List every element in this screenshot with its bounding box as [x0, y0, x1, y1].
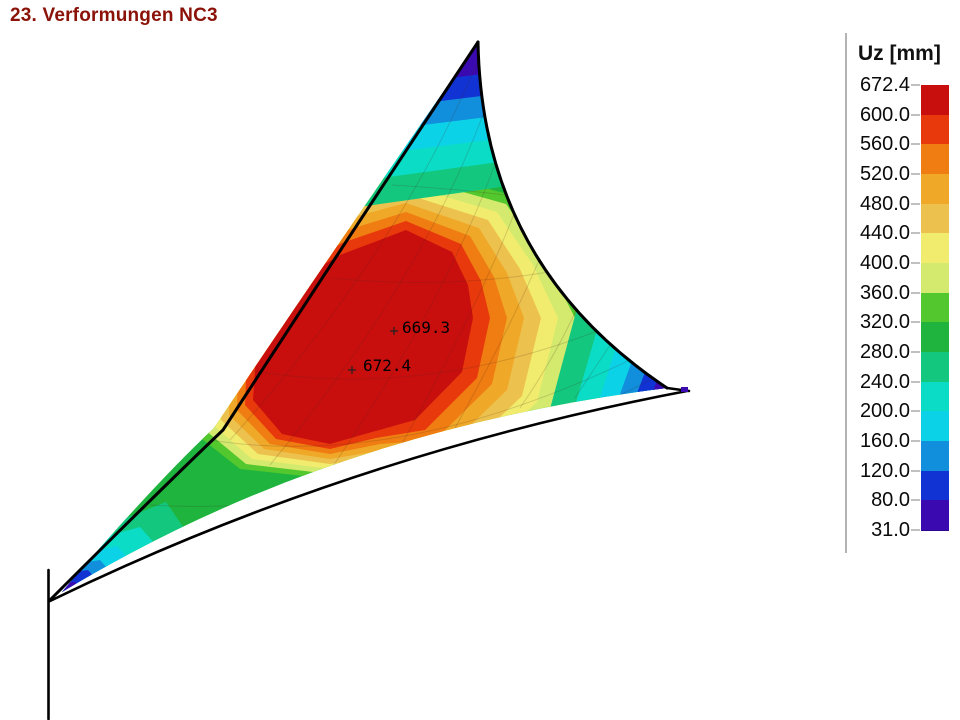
legend-tick [911, 262, 920, 265]
legend-tick [911, 380, 920, 383]
legend-color-swatch [921, 322, 949, 354]
legend-value-label: 520.0 [859, 163, 910, 185]
legend-tick [911, 84, 920, 86]
legend-value-label: 440.0 [859, 222, 910, 245]
legend-tick [911, 113, 920, 116]
legend-value-label: 480.0 [859, 192, 910, 215]
max-point-markers [348, 327, 398, 374]
legend-color-swatch [921, 233, 949, 264]
legend-color-swatch [921, 292, 949, 324]
right-corner-support-mark [681, 387, 688, 392]
legend-tick [911, 440, 920, 443]
legend-color-swatch [921, 114, 949, 146]
legend-value-label: 560.0 [859, 133, 910, 156]
legend-tick [911, 291, 920, 294]
legend-tick [911, 143, 920, 146]
sail-edge-bottom-cable [48, 389, 689, 603]
legend-tick [911, 529, 920, 532]
legend-value-label: 240.0 [859, 370, 910, 393]
legend-color-swatch [921, 85, 949, 116]
legend-tick [911, 351, 920, 354]
legend-color-swatch [921, 411, 949, 443]
sail-edge-left-cable [48, 40, 480, 602]
max-value-label-2: 672.4 [363, 356, 411, 375]
legend-tick [911, 499, 920, 502]
legend-value-label: 80.0 [871, 489, 910, 512]
legend-color-swatch [921, 381, 949, 413]
legend-color-swatch [921, 263, 949, 294]
legend-tick [911, 321, 920, 324]
legend-tick [911, 232, 920, 235]
page-title: 23. Verformungen NC3 [10, 5, 218, 26]
sail-edge-right-cable [476, 40, 669, 390]
legend-color-swatch [921, 352, 949, 383]
legend-title: Uz [mm] [858, 42, 941, 65]
legend-value-label: 320.0 [859, 311, 910, 334]
legend-color-swatch [921, 441, 949, 472]
legend-color-swatch [921, 203, 949, 235]
legend-tick [911, 202, 920, 205]
legend-value-label: 120.0 [859, 459, 910, 482]
legend-value-label: 672.4 [859, 74, 910, 96]
legend-color-swatch [921, 144, 949, 175]
legend-value-label: 160.0 [859, 430, 910, 453]
legend-color-swatch [921, 470, 949, 502]
legend-divider-line [845, 33, 847, 553]
bl-corner-stripe-turquoise [62, 527, 180, 592]
max-value-label-1: 669.3 [402, 318, 450, 337]
legend-tick [911, 469, 920, 472]
legend-value-label: 200.0 [859, 400, 910, 423]
legend-tick [911, 410, 920, 413]
legend-value-label: 31.0 [871, 519, 910, 542]
legend-color-swatch [921, 174, 949, 205]
right-corner-stripe-blue [634, 362, 667, 420]
legend-value-label: 600.0 [859, 103, 910, 126]
legend-value-label: 400.0 [859, 252, 910, 275]
legend-value-label: 360.0 [859, 281, 910, 304]
legend-color-swatch [921, 500, 949, 532]
legend-tick [911, 173, 920, 175]
legend-value-label: 280.0 [859, 341, 910, 364]
